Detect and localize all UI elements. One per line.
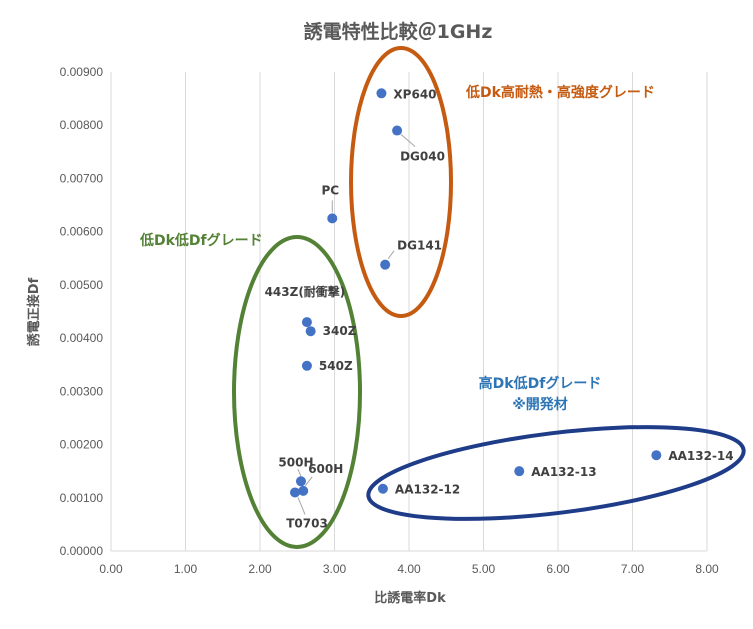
data-point[interactable] (305, 326, 316, 337)
data-point-label: DG141 (397, 239, 442, 253)
data-point[interactable] (380, 259, 391, 270)
group-label-high-dk-low-df: 高Dk低Dfグレード (479, 375, 602, 392)
group-ellipse-low-dk-low-df (232, 235, 362, 549)
leader-line (297, 469, 302, 477)
data-point[interactable] (392, 125, 403, 136)
group-ellipse-high-heat (349, 46, 453, 318)
group-label-high-heat: 低Dk高耐熱・高強度グレード (465, 84, 655, 101)
data-point[interactable] (290, 487, 301, 498)
data-point-label: AA132-12 (395, 483, 460, 497)
data-point-label: 500H (278, 455, 313, 469)
data-point[interactable] (377, 483, 388, 494)
data-point[interactable] (514, 466, 525, 477)
data-point[interactable] (376, 88, 387, 99)
data-point-label: DG040 (400, 150, 445, 164)
y-tick-label: 0.00900 (60, 65, 104, 79)
data-point-label: AA132-14 (668, 449, 733, 463)
x-tick-label: 1.00 (174, 562, 198, 576)
axis-layer: 0.00 1.00 2.00 3.00 4.00 5.00 6.00 7.00 8.00 0.00… (60, 65, 719, 576)
leader-line (400, 134, 416, 147)
y-tick-label: 0.00500 (60, 278, 104, 292)
y-tick-label: 0.00800 (60, 118, 104, 132)
group-label-low-dk-low-df: 低Dk低Dfグレード (139, 232, 263, 249)
data-point-label: XP640 (393, 87, 436, 101)
x-tick-label: 5.00 (472, 562, 496, 576)
x-tick-label: 3.00 (323, 562, 347, 576)
group-ellipse-high-dk-low-df (366, 425, 746, 521)
point-layer (290, 88, 662, 498)
y-tick-label: 0.00400 (60, 331, 104, 345)
data-point[interactable] (301, 317, 312, 328)
y-tick-label: 0.00300 (60, 384, 104, 398)
y-tick-label: 0.00200 (60, 438, 104, 452)
data-point-label: 443Z(耐衝撃) (265, 284, 346, 299)
data-point-label: PC (321, 183, 339, 197)
leader-layer (297, 134, 416, 515)
y-tick-label: 0.00000 (60, 544, 104, 558)
x-tick-label: 2.00 (248, 562, 272, 576)
x-tick-label: 6.00 (546, 562, 570, 576)
data-point-label: 540Z (319, 359, 353, 373)
data-point[interactable] (295, 476, 306, 487)
y-tick-label: 0.00600 (60, 225, 104, 239)
data-point-label: 340Z (323, 324, 357, 338)
x-tick-label: 0.00 (99, 562, 123, 576)
ellipse-layer (232, 46, 746, 549)
leader-line (387, 250, 395, 259)
x-tick-label: 8.00 (695, 562, 719, 576)
x-tick-label: 7.00 (621, 562, 645, 576)
data-point[interactable] (651, 450, 662, 461)
data-point[interactable] (327, 213, 338, 224)
leader-line (297, 497, 306, 515)
group-label-development: ※開発材 (512, 396, 568, 413)
data-point-label: T0703 (286, 516, 328, 530)
leader-line (304, 476, 313, 487)
data-point-label: AA132-13 (531, 465, 596, 479)
y-axis-title: 誘電正接Df (26, 277, 42, 346)
grid-layer (110, 72, 708, 551)
data-point[interactable] (298, 485, 309, 496)
y-tick-label: 0.00700 (60, 171, 104, 185)
label-layer: XP640 DG040 PC DG141 443Z(耐衝撃) 340Z 540Z 500H60… (265, 87, 734, 530)
data-point-label: 600H (308, 462, 343, 476)
y-tick-label: 0.00100 (60, 491, 104, 505)
data-point[interactable] (301, 360, 312, 371)
x-tick-label: 4.00 (397, 562, 421, 576)
chart-title: 誘電特性比較＠1GHz (304, 20, 493, 43)
x-axis-title: 比誘電率Dk (374, 590, 446, 606)
